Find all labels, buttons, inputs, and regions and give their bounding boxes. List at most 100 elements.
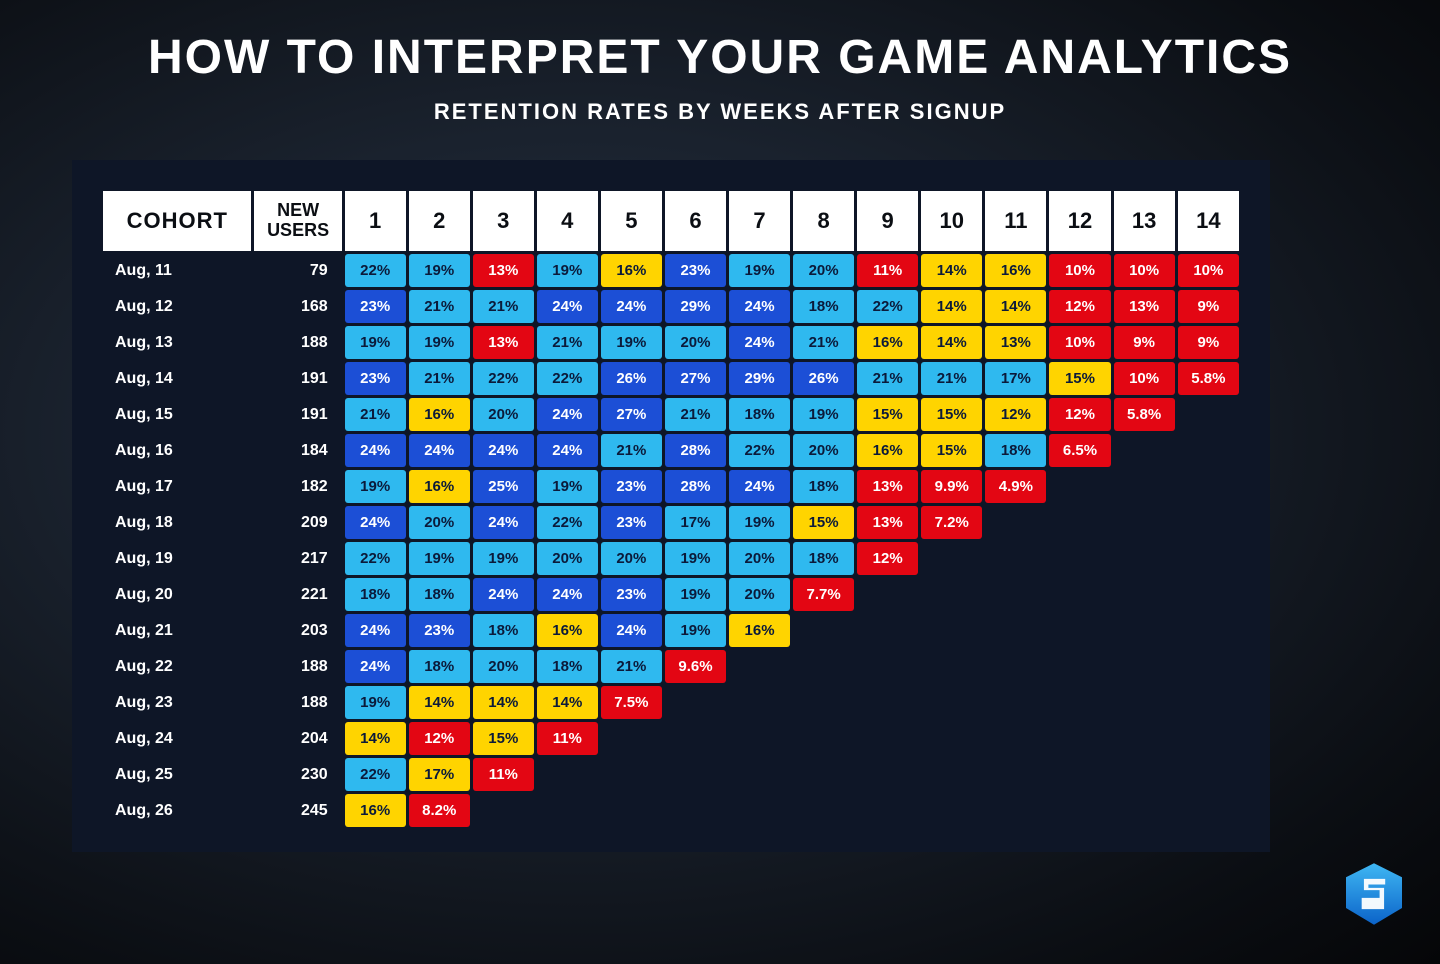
new-users-value: 188 — [254, 326, 341, 359]
retention-cell: 13% — [857, 470, 918, 503]
table-row: Aug, 1216823%21%21%24%24%29%24%18%22%14%… — [103, 290, 1239, 323]
retention-cell: 23% — [409, 614, 470, 647]
empty-cell — [857, 794, 918, 827]
retention-cell: 18% — [473, 614, 534, 647]
empty-cell — [1114, 614, 1175, 647]
retention-cell: 23% — [345, 290, 406, 323]
retention-cell: 24% — [537, 578, 598, 611]
retention-cell: 18% — [793, 542, 854, 575]
retention-cell: 18% — [345, 578, 406, 611]
retention-cell: 7.2% — [921, 506, 982, 539]
retention-panel: COHORTNEWUSERS1234567891011121314 Aug, 1… — [72, 160, 1270, 852]
table-row: Aug, 2218824%18%20%18%21%9.6% — [103, 650, 1239, 683]
empty-cell — [985, 722, 1046, 755]
col-header-week: 1 — [345, 191, 406, 251]
retention-cell: 13% — [473, 254, 534, 287]
empty-cell — [1178, 686, 1239, 719]
empty-cell — [921, 758, 982, 791]
retention-cell: 19% — [537, 254, 598, 287]
cohort-label: Aug, 25 — [103, 758, 251, 791]
retention-cell: 13% — [1114, 290, 1175, 323]
col-header-week: 2 — [409, 191, 470, 251]
retention-cell: 5.8% — [1114, 398, 1175, 431]
empty-cell — [1114, 506, 1175, 539]
empty-cell — [1178, 794, 1239, 827]
empty-cell — [857, 722, 918, 755]
retention-cell: 26% — [793, 362, 854, 395]
new-users-value: 204 — [254, 722, 341, 755]
retention-cell: 20% — [793, 254, 854, 287]
empty-cell — [857, 578, 918, 611]
empty-cell — [1114, 434, 1175, 467]
empty-cell — [1114, 758, 1175, 791]
cohort-label: Aug, 23 — [103, 686, 251, 719]
retention-cell: 22% — [345, 254, 406, 287]
empty-cell — [729, 794, 790, 827]
empty-cell — [1049, 470, 1110, 503]
retention-cell: 15% — [921, 398, 982, 431]
cohort-label: Aug, 21 — [103, 614, 251, 647]
retention-cell: 12% — [985, 398, 1046, 431]
retention-cell: 19% — [345, 686, 406, 719]
empty-cell — [473, 794, 534, 827]
retention-cell: 24% — [345, 650, 406, 683]
retention-cell: 18% — [409, 650, 470, 683]
retention-cell: 18% — [409, 578, 470, 611]
empty-cell — [1049, 686, 1110, 719]
retention-cell: 14% — [345, 722, 406, 755]
retention-cell: 19% — [729, 506, 790, 539]
retention-cell: 11% — [857, 254, 918, 287]
empty-cell — [985, 758, 1046, 791]
retention-cell: 21% — [409, 290, 470, 323]
retention-cell: 10% — [1049, 254, 1110, 287]
retention-cell: 16% — [857, 434, 918, 467]
retention-cell: 9% — [1178, 326, 1239, 359]
table-row: Aug, 1318819%19%13%21%19%20%24%21%16%14%… — [103, 326, 1239, 359]
new-users-value: 217 — [254, 542, 341, 575]
retention-cell: 20% — [537, 542, 598, 575]
empty-cell — [793, 650, 854, 683]
retention-cell: 19% — [537, 470, 598, 503]
retention-cell: 14% — [473, 686, 534, 719]
empty-cell — [857, 614, 918, 647]
empty-cell — [921, 686, 982, 719]
empty-cell — [1178, 614, 1239, 647]
cohort-label: Aug, 18 — [103, 506, 251, 539]
retention-cell: 21% — [793, 326, 854, 359]
retention-cell: 18% — [537, 650, 598, 683]
retention-cell: 24% — [729, 470, 790, 503]
retention-cell: 28% — [665, 434, 726, 467]
empty-cell — [1178, 434, 1239, 467]
retention-cell: 22% — [345, 542, 406, 575]
retention-cell: 7.7% — [793, 578, 854, 611]
cohort-label: Aug, 24 — [103, 722, 251, 755]
retention-cell: 9.9% — [921, 470, 982, 503]
retention-cell: 19% — [409, 254, 470, 287]
empty-cell — [793, 614, 854, 647]
retention-cell: 22% — [729, 434, 790, 467]
retention-cell: 12% — [1049, 290, 1110, 323]
empty-cell — [729, 650, 790, 683]
retention-cell: 28% — [665, 470, 726, 503]
retention-cell: 15% — [473, 722, 534, 755]
retention-cell: 29% — [665, 290, 726, 323]
retention-cell: 21% — [537, 326, 598, 359]
table-row: Aug, 2624516%8.2% — [103, 794, 1239, 827]
retention-cell: 19% — [345, 470, 406, 503]
empty-cell — [921, 794, 982, 827]
col-header-week: 5 — [601, 191, 662, 251]
empty-cell — [921, 650, 982, 683]
retention-cell: 19% — [409, 542, 470, 575]
retention-cell: 16% — [601, 254, 662, 287]
cohort-label: Aug, 20 — [103, 578, 251, 611]
empty-cell — [1178, 758, 1239, 791]
col-header-week: 14 — [1178, 191, 1239, 251]
empty-cell — [1178, 578, 1239, 611]
table-row: Aug, 1519121%16%20%24%27%21%18%19%15%15%… — [103, 398, 1239, 431]
retention-cell: 12% — [1049, 398, 1110, 431]
empty-cell — [857, 758, 918, 791]
empty-cell — [729, 722, 790, 755]
new-users-value: 191 — [254, 362, 341, 395]
empty-cell — [793, 794, 854, 827]
new-users-value: 188 — [254, 650, 341, 683]
